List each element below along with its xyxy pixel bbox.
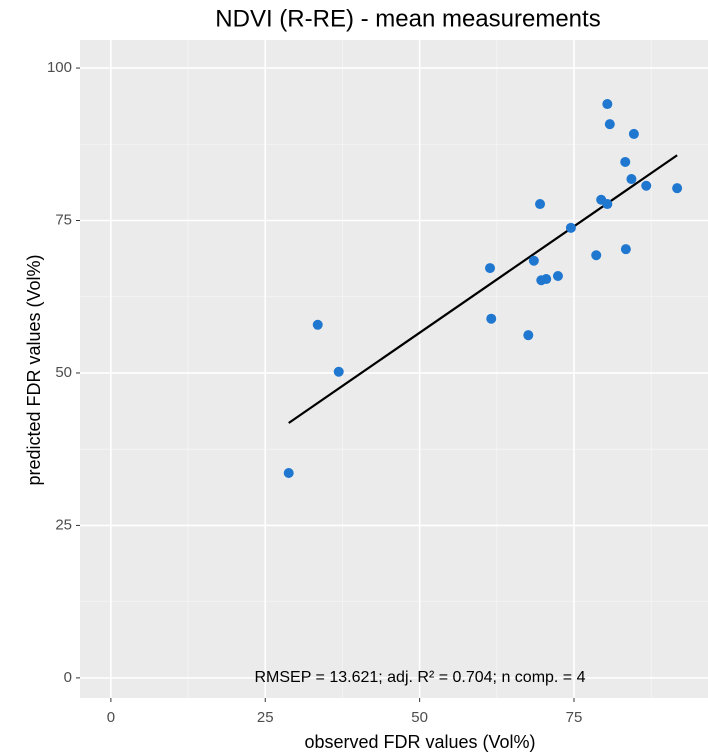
x-axis-label: observed FDR values (Vol%) [304,732,535,752]
plot-panel [80,40,708,698]
x-tick-label: 25 [257,709,274,726]
data-point [604,119,615,130]
x-tick-label: 0 [107,709,115,726]
data-point [641,180,652,191]
data-point [541,274,552,285]
y-axis-label: predicted FDR values (Vol%) [24,254,44,485]
data-point [620,156,631,167]
y-tick-label: 75 [55,211,72,228]
y-tick-label: 0 [64,669,72,686]
data-point [552,271,563,282]
y-tick-label: 100 [47,59,72,76]
data-point [485,263,496,274]
data-point [528,255,539,266]
data-point [672,183,683,194]
marks [283,99,683,478]
data-point [333,366,344,377]
annotation: RMSEP = 13.621; adj. R² = 0.704; n comp.… [254,669,585,686]
data-point [602,199,613,210]
data-point [523,330,534,341]
chart-title: NDVI (R-RE) - mean measurements [215,5,600,32]
data-point [620,244,631,255]
data-point [486,313,497,324]
data-point [565,222,576,233]
data-point [602,99,613,110]
data-point [312,319,323,330]
y-tick-label: 25 [55,516,72,533]
y-tick-label: 50 [55,364,72,381]
fit-line [288,154,678,424]
grid [80,40,708,698]
x-tick-label: 50 [411,709,428,726]
data-point [283,467,294,478]
data-point [626,174,637,185]
data-point [628,128,639,139]
data-point [591,250,602,261]
x-tick-label: 75 [566,709,583,726]
data-point [535,199,546,210]
